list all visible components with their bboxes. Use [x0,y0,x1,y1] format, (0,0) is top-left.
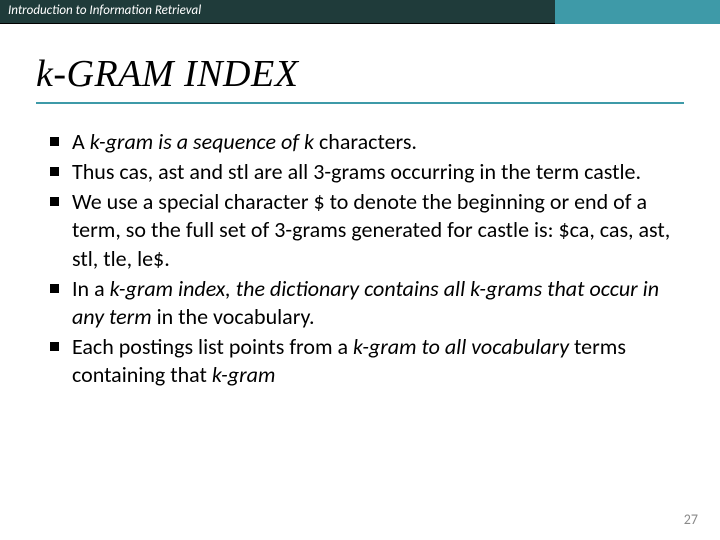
list-item: In a k-gram index, the dictionary contai… [50,275,680,331]
list-item: We use a special character $ to denote t… [50,188,680,272]
text: Each postings list points from a [72,333,353,360]
header-course-title: Introduction to Information Retrieval [0,0,555,24]
slide-title: k-GRAM INDEX [36,52,684,104]
text: in the vocabulary. [152,303,315,330]
text-italic: k-gram is a sequence of k [90,128,314,155]
text: Thus cas, ast and stl are all 3-grams oc… [72,158,641,185]
text-italic: k-gram to all vocabulary [353,333,569,360]
text: We use a special character $ to denote t… [72,188,670,271]
text: In a [72,275,110,302]
content-area: A k-gram is a sequence of k characters. … [0,112,720,389]
header-accent [555,0,720,24]
list-item: A k-gram is a sequence of k characters. [50,128,680,156]
header-bar: Introduction to Information Retrieval [0,0,720,24]
title-area: k-GRAM INDEX [0,24,720,112]
list-item: Each postings list points from a k-gram … [50,333,680,389]
text-italic: k-gram [212,361,276,388]
bullet-list: A k-gram is a sequence of k characters. … [50,128,680,389]
list-item: Thus cas, ast and stl are all 3-grams oc… [50,158,680,186]
text: A [72,128,90,155]
text: characters. [314,128,417,155]
page-number: 27 [684,511,698,528]
